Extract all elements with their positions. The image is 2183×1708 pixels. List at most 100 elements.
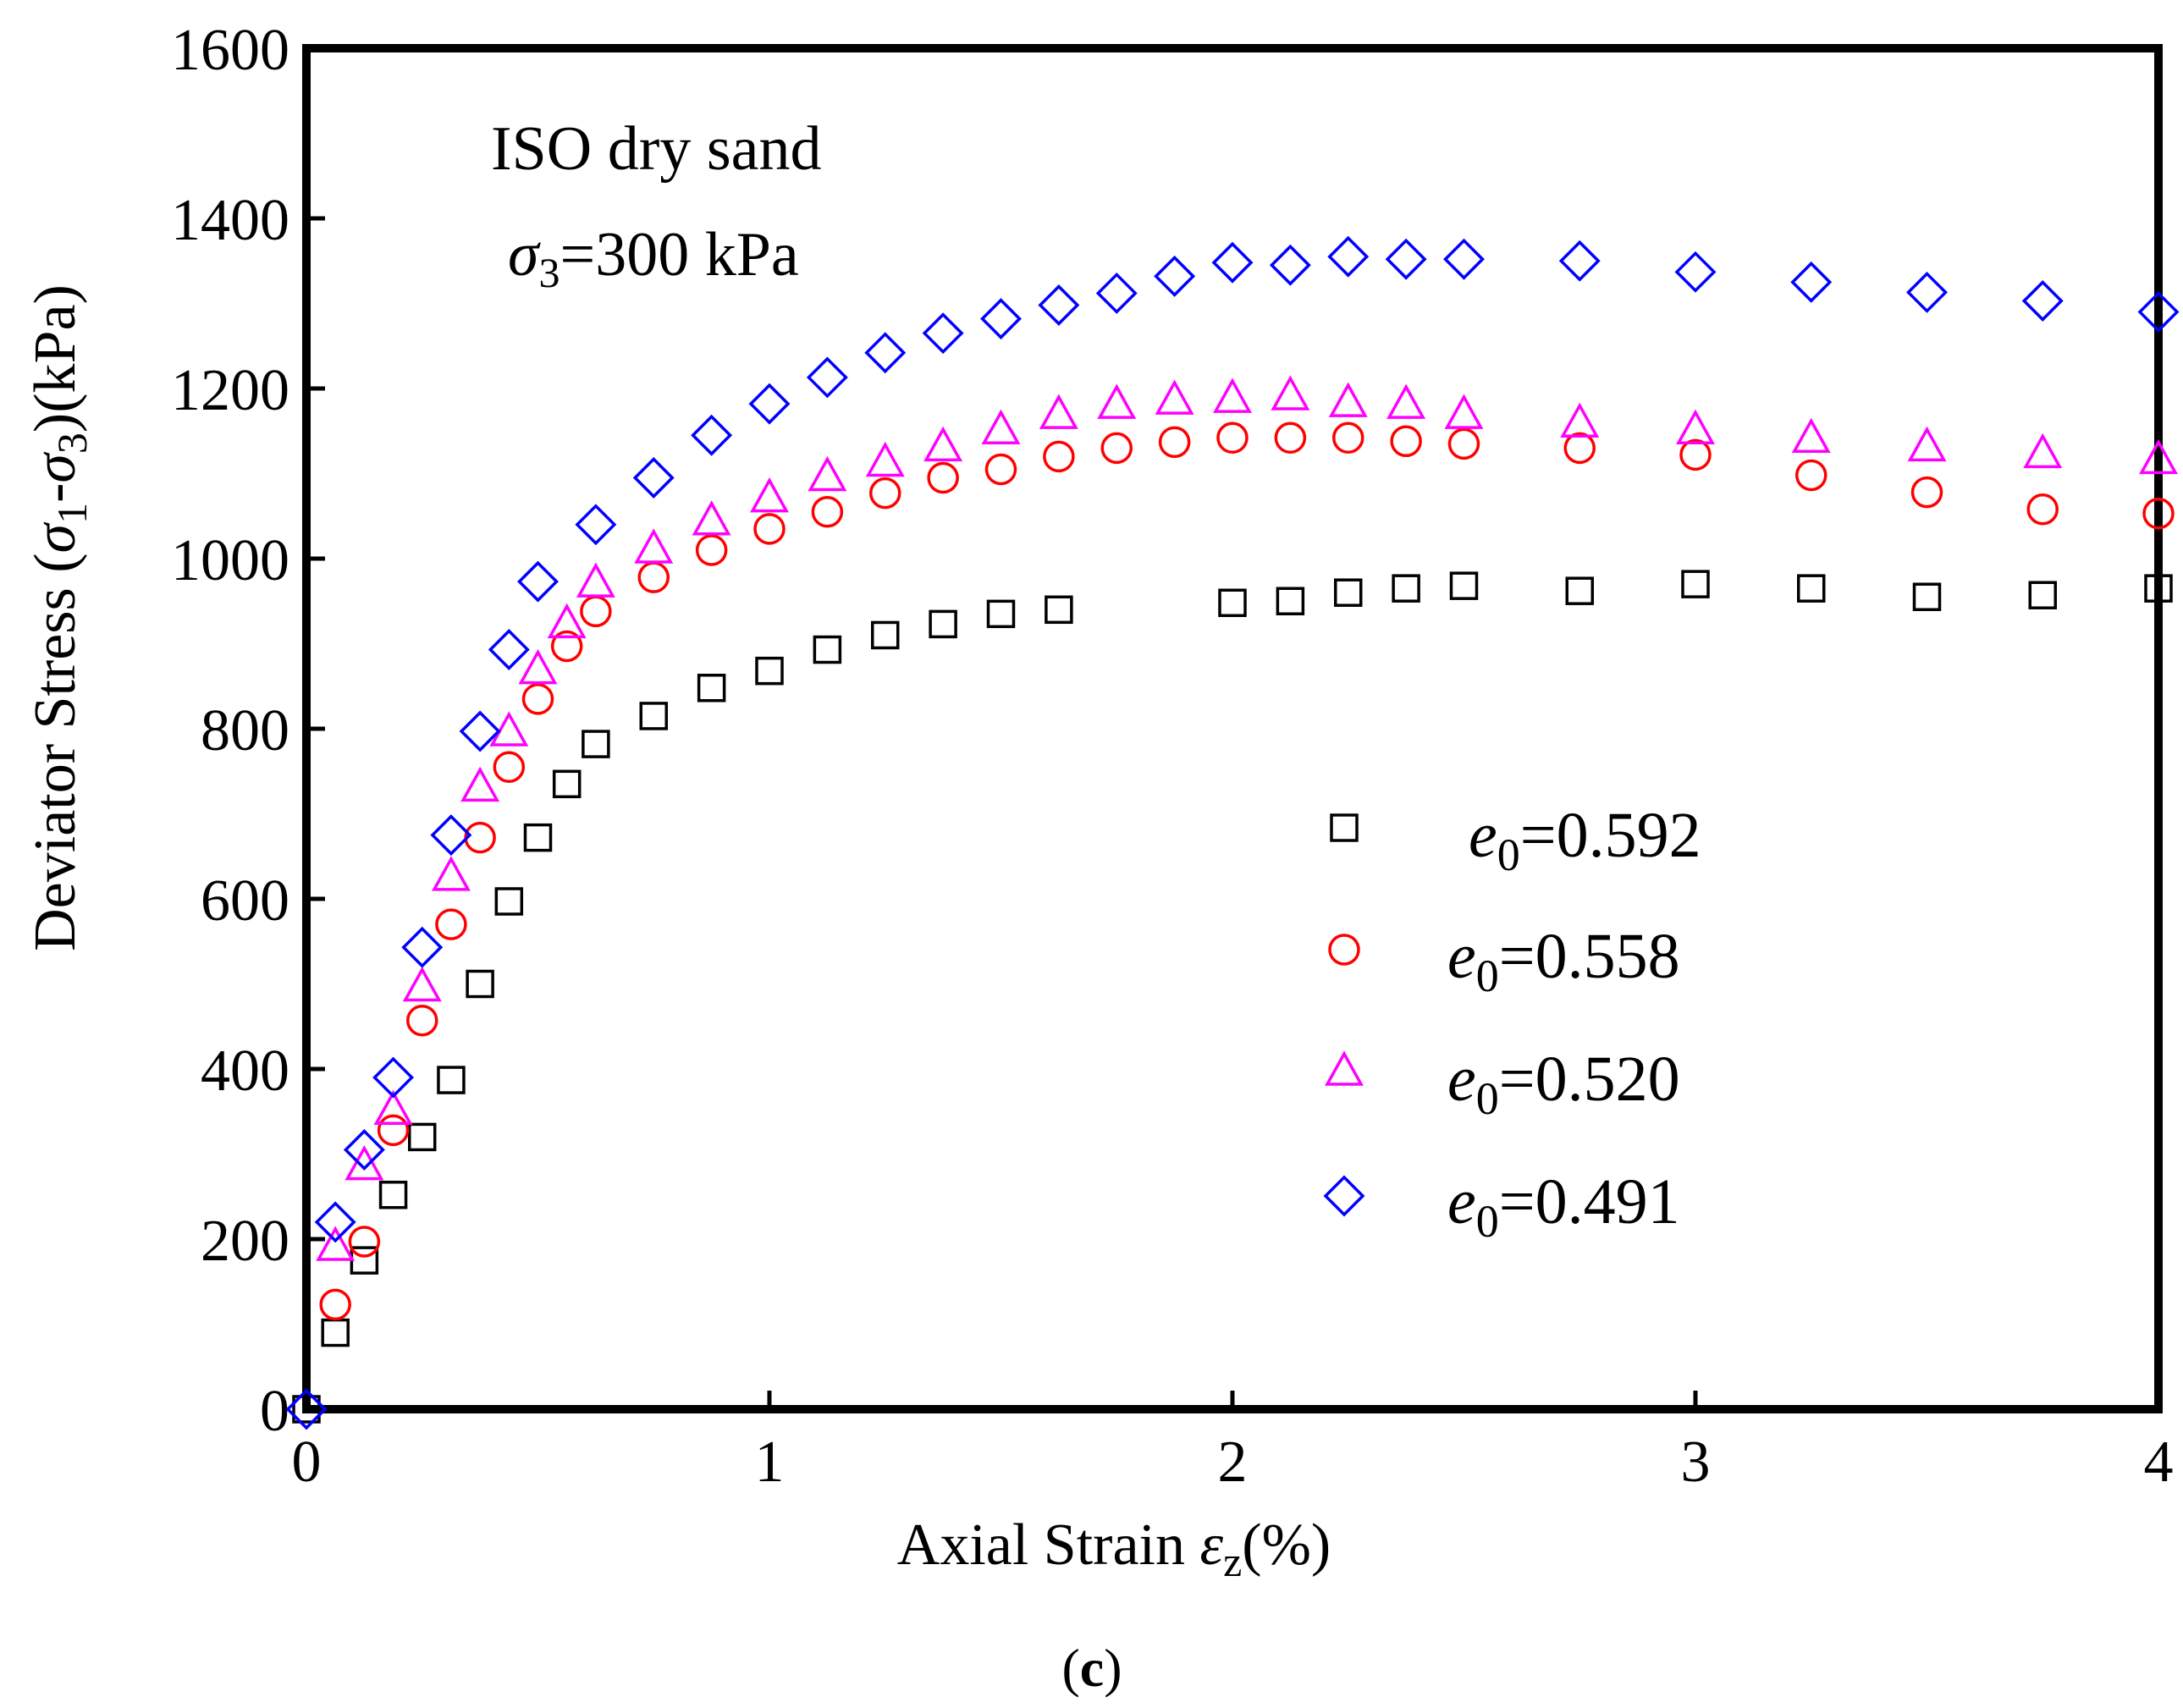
- data-point: [748, 383, 791, 425]
- y-tick-label: 1200: [171, 358, 289, 423]
- data-point: [1392, 574, 1420, 603]
- data-point: [1216, 421, 1249, 455]
- data-point: [518, 649, 558, 685]
- data-point: [1327, 235, 1370, 278]
- data-point: [1274, 421, 1307, 455]
- data-point: [316, 1226, 356, 1261]
- x-tick-label: 3: [1681, 1430, 1711, 1495]
- data-point: [1447, 427, 1480, 460]
- data-point: [431, 856, 471, 891]
- data-point: [459, 710, 501, 752]
- data-point: [980, 298, 1022, 340]
- data-point: [373, 1089, 413, 1125]
- x-tick-label: 1: [755, 1430, 785, 1495]
- data-point: [582, 730, 610, 758]
- legend-label-3: e0=0.491: [1447, 1166, 1680, 1247]
- y-tick-label: 1000: [171, 528, 289, 593]
- data-point: [575, 504, 617, 546]
- series-2: [316, 375, 2178, 1261]
- data-point: [984, 453, 1017, 486]
- data-point: [345, 1144, 384, 1181]
- data-point: [2137, 291, 2180, 333]
- data-point: [865, 441, 905, 477]
- data-point: [1276, 587, 1305, 615]
- data-point: [986, 599, 1016, 629]
- data-point: [695, 534, 728, 566]
- data-point: [292, 1395, 321, 1424]
- data-point: [1386, 383, 1426, 419]
- x-axis-title: Axial Strain εz(%): [897, 1512, 1331, 1585]
- data-point: [401, 926, 444, 968]
- legend-label-1: e0=0.558: [1447, 921, 1680, 1001]
- data-point: [1795, 459, 1827, 492]
- data-point: [1910, 476, 1943, 509]
- data-marks: [285, 235, 2180, 1430]
- data-point: [634, 528, 674, 564]
- series-0: [292, 570, 2173, 1424]
- data-point: [521, 683, 554, 715]
- data-point: [2144, 574, 2173, 603]
- data-point: [1791, 417, 1831, 454]
- y-tick-label: 400: [201, 1039, 289, 1104]
- data-point: [1043, 440, 1075, 473]
- data-point: [750, 477, 789, 513]
- data-point: [2023, 433, 2063, 469]
- data-point: [576, 562, 615, 598]
- data-point: [466, 969, 494, 999]
- data-point: [435, 908, 467, 940]
- data-point: [343, 1129, 385, 1171]
- data-point: [811, 495, 844, 528]
- data-point: [402, 966, 442, 1002]
- legend-label-0: e0=0.592: [1469, 800, 1701, 880]
- data-point: [1155, 379, 1194, 415]
- data-point: [1674, 251, 1717, 293]
- data-point: [489, 711, 529, 747]
- data-point: [319, 1288, 351, 1321]
- data-point: [755, 656, 784, 686]
- data-point: [488, 629, 530, 671]
- data-point: [808, 455, 847, 492]
- data-point: [1158, 426, 1191, 459]
- axis-ticks: 0 1 2 3 4 0 200 400 600 800 1000 1200 1400 1600: [171, 18, 2174, 1495]
- data-point: [1100, 432, 1133, 465]
- data-point: [639, 702, 668, 730]
- data-point: [580, 595, 612, 628]
- legend: e0=0.592 e0=0.558 e0=0.520 e0=0.491: [1323, 800, 1701, 1247]
- data-point: [2026, 493, 2059, 526]
- data-point: [1906, 271, 1948, 313]
- data-point: [285, 1388, 328, 1430]
- y-tick-label: 0: [260, 1379, 289, 1444]
- series-3: [285, 235, 2180, 1430]
- panel-label: (c): [1061, 1638, 1122, 1698]
- data-point: [1797, 574, 1826, 603]
- data-point: [1211, 241, 1254, 284]
- data-point: [1213, 377, 1252, 413]
- data-point: [1563, 432, 1596, 465]
- data-point: [378, 1180, 408, 1209]
- y-tick-label: 1400: [171, 188, 289, 253]
- data-point: [406, 1004, 438, 1037]
- data-point: [493, 751, 526, 783]
- annotation-line-1: ISO dry sand: [491, 114, 822, 184]
- data-point: [464, 821, 496, 854]
- series-1: [319, 421, 2175, 1321]
- data-point: [1681, 570, 1710, 598]
- legend-marker-3: [1323, 1175, 1365, 1217]
- data-point: [637, 561, 670, 593]
- data-point: [1271, 375, 1310, 410]
- data-point: [2021, 280, 2064, 322]
- data-point: [2028, 581, 2057, 609]
- data-point: [1097, 383, 1137, 419]
- data-point: [314, 1201, 356, 1243]
- legend-label-2: e0=0.520: [1447, 1044, 1680, 1124]
- data-point: [753, 513, 786, 545]
- data-point: [2139, 438, 2178, 475]
- data-point: [460, 766, 500, 802]
- data-point: [929, 609, 957, 639]
- data-point: [1390, 425, 1422, 458]
- data-point: [2142, 497, 2175, 530]
- data-point: [806, 356, 848, 399]
- data-point: [1676, 409, 1715, 444]
- legend-markers: [1323, 813, 1365, 1217]
